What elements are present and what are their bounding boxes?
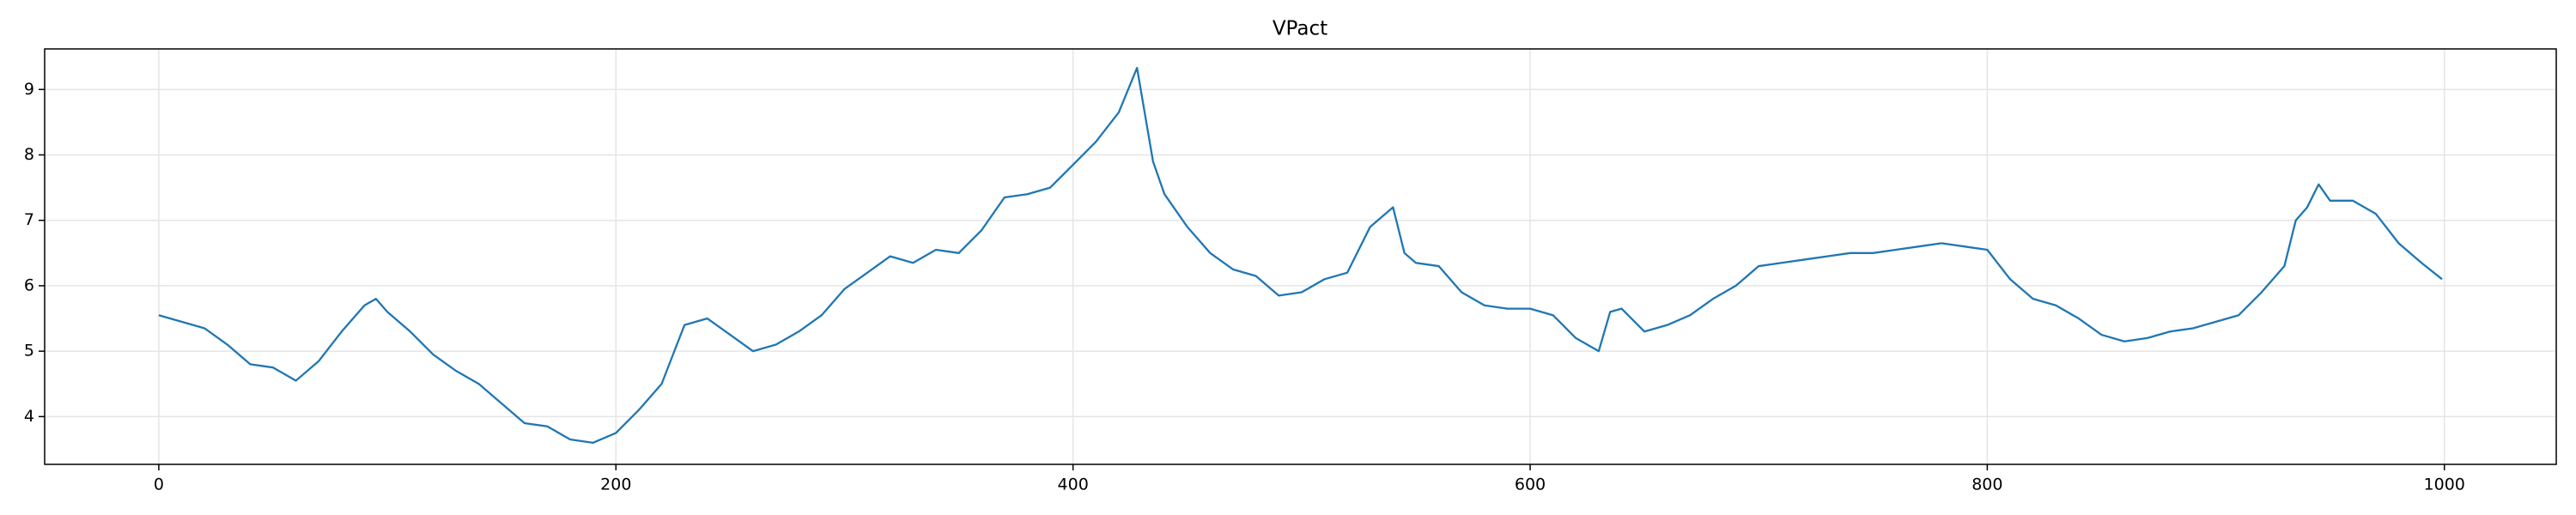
x-tick-label: 600 [1515,476,1546,494]
y-tick-label: 5 [24,342,34,360]
plot-frame [44,48,2557,465]
x-tick-label: 1000 [2424,476,2465,494]
data-line [158,66,2443,444]
x-tick-label: 200 [600,476,631,494]
x-tick-label: 400 [1058,476,1089,494]
y-tick-label: 8 [24,145,34,164]
y-tick-label: 4 [24,407,34,426]
y-tick-label: 9 [24,80,34,99]
x-tick-label: 800 [1971,476,2002,494]
y-tick-label: 6 [24,276,34,294]
chart-title: VPact [1273,18,1327,40]
y-tick-label: 7 [24,210,34,229]
x-tick-label: 0 [154,476,164,494]
